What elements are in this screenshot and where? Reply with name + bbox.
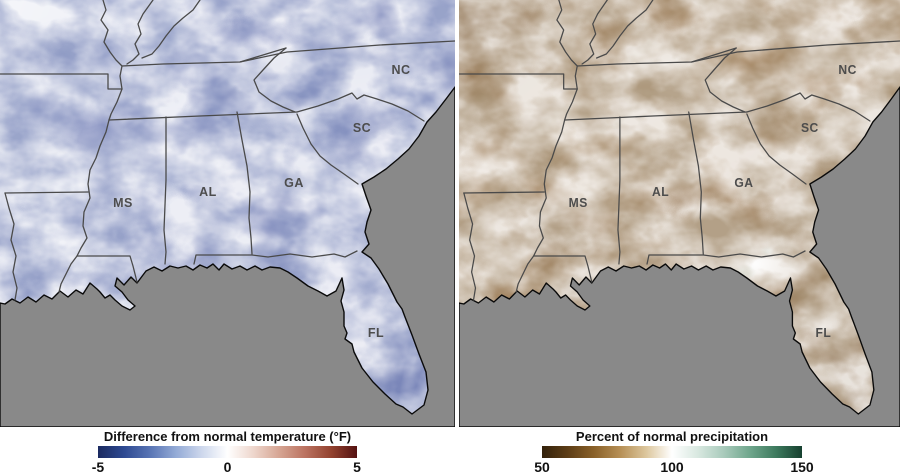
tick-label: 5 bbox=[353, 459, 361, 475]
precipitation-map-panel: MS AL GA SC NC FL bbox=[459, 0, 900, 427]
ocean bbox=[0, 86, 455, 427]
state-label-sc: SC bbox=[353, 121, 371, 135]
temperature-legend: Difference from normal temperature (°F) … bbox=[92, 427, 361, 476]
temperature-legend-title: Difference from normal temperature (°F) bbox=[103, 429, 352, 444]
temperature-map: MS AL GA SC NC FL bbox=[0, 0, 455, 427]
state-label-al: AL bbox=[652, 185, 669, 199]
state-label-nc: NC bbox=[391, 63, 410, 77]
state-label-fl: FL bbox=[816, 326, 832, 340]
ocean bbox=[459, 86, 900, 427]
tick-label: 100 bbox=[660, 459, 684, 475]
precipitation-legend-title: Percent of normal precipitation bbox=[575, 429, 769, 444]
temperature-state-labels: MS AL GA SC NC FL bbox=[113, 63, 410, 340]
state-borders bbox=[0, 0, 455, 301]
temperature-colorbar-ticks: -5 0 5 bbox=[92, 459, 361, 476]
temperature-colorbar bbox=[98, 446, 357, 458]
precipitation-state-labels: MS AL GA SC NC FL bbox=[569, 63, 857, 340]
state-label-ms: MS bbox=[569, 196, 588, 210]
state-label-ga: GA bbox=[734, 176, 753, 190]
state-label-nc: NC bbox=[838, 63, 856, 77]
tick-label: 0 bbox=[223, 459, 232, 475]
precipitation-legend: Percent of normal precipitation 50 100 1… bbox=[534, 427, 813, 476]
panel-divider bbox=[455, 0, 459, 427]
state-label-ga: GA bbox=[284, 176, 304, 190]
precipitation-colorbar bbox=[542, 446, 802, 458]
state-label-sc: SC bbox=[801, 121, 819, 135]
state-label-fl: FL bbox=[368, 326, 384, 340]
tick-label: 150 bbox=[790, 459, 814, 475]
temperature-map-panel: MS AL GA SC NC FL bbox=[0, 0, 455, 427]
state-label-ms: MS bbox=[113, 196, 133, 210]
precipitation-colorbar-ticks: 50 100 150 bbox=[534, 459, 813, 476]
state-borders bbox=[459, 0, 900, 301]
tick-label: -5 bbox=[91, 459, 105, 475]
precipitation-map: MS AL GA SC NC FL bbox=[459, 0, 900, 427]
state-label-al: AL bbox=[199, 185, 217, 199]
tick-label: 50 bbox=[534, 459, 550, 475]
